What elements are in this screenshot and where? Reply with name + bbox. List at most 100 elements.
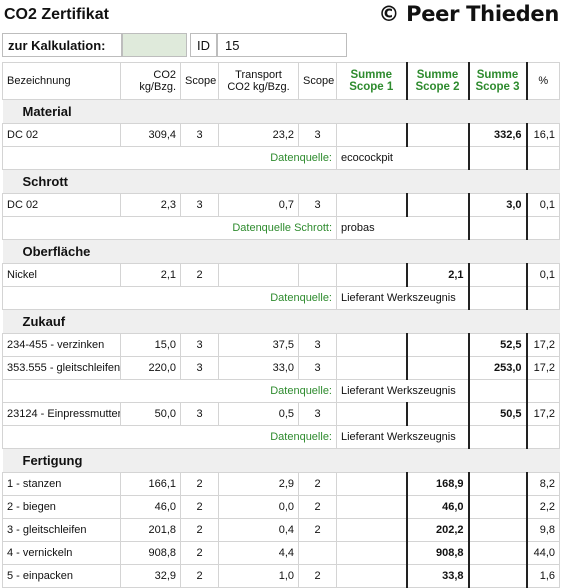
source-value[interactable]: Lieferant Werkszeugnis (336, 286, 469, 310)
cell-sum-scope2[interactable]: 33,8 (405, 564, 469, 588)
id-value-field[interactable]: 15 (217, 33, 347, 57)
cell-transport-scope[interactable] (298, 263, 337, 287)
cell-sum-scope1[interactable] (336, 402, 407, 426)
cell-sum-scope1[interactable] (336, 193, 407, 217)
cell-percent[interactable]: 44,0 (525, 541, 560, 565)
cell-scope[interactable]: 2 (180, 541, 219, 565)
cell-transport-scope[interactable]: 3 (298, 402, 337, 426)
cell-bezeichnung[interactable]: 234-455 - verzinken (2, 333, 121, 357)
source-value[interactable]: ecocockpit (336, 146, 469, 170)
cell-co2[interactable]: 46,0 (120, 495, 181, 519)
cell-sum-scope3[interactable] (467, 495, 527, 519)
cell-transport-scope[interactable]: 2 (298, 495, 337, 519)
cell-transport-scope[interactable]: 2 (298, 472, 337, 496)
cell-scope[interactable]: 3 (180, 193, 219, 217)
cell-co2[interactable]: 201,8 (120, 518, 181, 542)
cell-sum-scope1[interactable] (336, 356, 407, 380)
cell-sum-scope3[interactable]: 332,6 (467, 123, 527, 147)
cell-percent[interactable]: 1,6 (525, 564, 560, 588)
cell-percent[interactable]: 17,2 (525, 333, 560, 357)
cell-transport[interactable] (218, 263, 299, 287)
cell-sum-scope3[interactable] (467, 518, 527, 542)
cell-sum-scope3[interactable] (467, 564, 527, 588)
cell-bezeichnung[interactable]: 5 - einpacken (2, 564, 121, 588)
cell-sum-scope1[interactable] (336, 564, 407, 588)
cell-percent[interactable]: 2,2 (525, 495, 560, 519)
cell-transport-scope[interactable]: 3 (298, 356, 337, 380)
cell-sum-scope1[interactable] (336, 333, 407, 357)
cell-co2[interactable]: 2,3 (120, 193, 181, 217)
cell-co2[interactable]: 32,9 (120, 564, 181, 588)
cell-co2[interactable]: 2,1 (120, 263, 181, 287)
cell-transport[interactable]: 33,0 (218, 356, 299, 380)
source-value[interactable]: probas (336, 216, 469, 240)
cell-bezeichnung[interactable]: Nickel (2, 263, 121, 287)
cell-transport[interactable]: 37,5 (218, 333, 299, 357)
cell-percent[interactable]: 17,2 (525, 402, 560, 426)
cell-percent[interactable]: 16,1 (525, 123, 560, 147)
cell-transport[interactable]: 2,9 (218, 472, 299, 496)
cell-transport-scope[interactable]: 3 (298, 123, 337, 147)
cell-sum-scope2[interactable] (405, 123, 469, 147)
cell-scope[interactable]: 3 (180, 402, 219, 426)
cell-sum-scope3[interactable]: 52,5 (467, 333, 527, 357)
cell-sum-scope3[interactable] (467, 472, 527, 496)
cell-transport-scope[interactable]: 2 (298, 564, 337, 588)
cell-scope[interactable]: 2 (180, 495, 219, 519)
cell-transport[interactable]: 0,0 (218, 495, 299, 519)
cell-sum-scope2[interactable] (405, 356, 469, 380)
cell-sum-scope3[interactable] (467, 263, 527, 287)
cell-bezeichnung[interactable]: 23124 - Einpressmutter ' (2, 402, 121, 426)
source-value[interactable]: Lieferant Werkszeugnis (336, 379, 469, 403)
cell-co2[interactable]: 309,4 (120, 123, 181, 147)
cell-sum-scope1[interactable] (336, 541, 407, 565)
cell-bezeichnung[interactable]: 353.555 - gleitschleifen (2, 356, 121, 380)
cell-co2[interactable]: 15,0 (120, 333, 181, 357)
cell-sum-scope2[interactable]: 46,0 (405, 495, 469, 519)
cell-sum-scope2[interactable] (405, 193, 469, 217)
cell-bezeichnung[interactable]: 2 - biegen (2, 495, 121, 519)
cell-transport-scope[interactable]: 3 (298, 333, 337, 357)
cell-sum-scope1[interactable] (336, 472, 407, 496)
cell-sum-scope2[interactable] (405, 333, 469, 357)
cell-co2[interactable]: 220,0 (120, 356, 181, 380)
cell-scope[interactable]: 2 (180, 472, 219, 496)
cell-scope[interactable]: 3 (180, 356, 219, 380)
cell-transport-scope[interactable]: 2 (298, 518, 337, 542)
cell-bezeichnung[interactable]: DC 02 (2, 123, 121, 147)
cell-percent[interactable]: 9,8 (525, 518, 560, 542)
cell-transport[interactable]: 0,4 (218, 518, 299, 542)
cell-percent[interactable]: 8,2 (525, 472, 560, 496)
cell-transport-scope[interactable]: 3 (298, 193, 337, 217)
cell-transport[interactable]: 4,4 (218, 541, 299, 565)
source-value[interactable]: Lieferant Werkszeugnis (336, 425, 469, 449)
cell-sum-scope2[interactable]: 202,2 (405, 518, 469, 542)
cell-bezeichnung[interactable]: 3 - gleitschleifen (2, 518, 121, 542)
cell-scope[interactable]: 2 (180, 518, 219, 542)
cell-bezeichnung[interactable]: 1 - stanzen (2, 472, 121, 496)
cell-percent[interactable]: 17,2 (525, 356, 560, 380)
cell-transport-scope[interactable] (298, 541, 337, 565)
cell-percent[interactable]: 0,1 (525, 263, 560, 287)
cell-sum-scope3[interactable]: 3,0 (467, 193, 527, 217)
cell-sum-scope1[interactable] (336, 123, 407, 147)
cell-scope[interactable]: 3 (180, 333, 219, 357)
cell-percent[interactable]: 0,1 (525, 193, 560, 217)
calculation-input[interactable] (122, 33, 187, 57)
cell-transport[interactable]: 0,7 (218, 193, 299, 217)
cell-co2[interactable]: 908,8 (120, 541, 181, 565)
cell-transport[interactable]: 23,2 (218, 123, 299, 147)
cell-sum-scope1[interactable] (336, 518, 407, 542)
cell-sum-scope1[interactable] (336, 495, 407, 519)
cell-co2[interactable]: 50,0 (120, 402, 181, 426)
cell-sum-scope2[interactable]: 908,8 (405, 541, 469, 565)
cell-scope[interactable]: 3 (180, 123, 219, 147)
cell-sum-scope1[interactable] (336, 263, 407, 287)
cell-bezeichnung[interactable]: DC 02 (2, 193, 121, 217)
cell-sum-scope2[interactable]: 168,9 (405, 472, 469, 496)
cell-sum-scope2[interactable] (405, 402, 469, 426)
cell-sum-scope3[interactable] (467, 541, 527, 565)
cell-sum-scope3[interactable]: 253,0 (467, 356, 527, 380)
cell-scope[interactable]: 2 (180, 263, 219, 287)
cell-sum-scope2[interactable]: 2,1 (405, 263, 469, 287)
